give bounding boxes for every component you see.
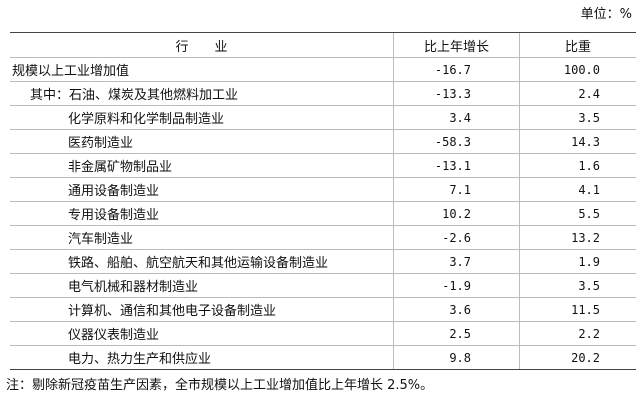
value-cell: 13.2 bbox=[519, 225, 636, 250]
industry-cell: 计算机、通信和其他电子设备制造业 bbox=[10, 297, 394, 322]
table-row: 化学原料和化学制品制造业 3.4 3.5 bbox=[10, 105, 636, 130]
value-cell: 14.3 bbox=[519, 129, 636, 154]
value-cell: 3.6 bbox=[393, 297, 520, 322]
header-row: 行 业 比上年增长 比重 bbox=[10, 32, 636, 58]
industry-cell: 化学原料和化学制品制造业 bbox=[10, 105, 394, 130]
value-cell: 3.5 bbox=[519, 273, 636, 298]
industry-cell: 医药制造业 bbox=[10, 129, 394, 154]
header-cell: 行 业 bbox=[10, 32, 394, 58]
unit-label: 单位：% bbox=[580, 7, 632, 22]
table-row: 仪器仪表制造业 2.5 2.2 bbox=[10, 321, 636, 346]
industry-cell: 通用设备制造业 bbox=[10, 177, 394, 202]
value-cell: 10.2 bbox=[393, 201, 520, 226]
value-cell: 1.9 bbox=[519, 249, 636, 274]
industry-cell: 铁路、船舶、航空航天和其他运输设备制造业 bbox=[10, 249, 394, 274]
footnote: 注：剔除新冠疫苗生产因素，全市规模以上工业增加值比上年增长 2.5%。 bbox=[6, 378, 434, 393]
value-cell: 3.5 bbox=[519, 105, 636, 130]
value-cell: 2.5 bbox=[393, 321, 520, 346]
value-cell: 2.4 bbox=[519, 81, 636, 106]
table-row: 通用设备制造业 7.1 4.1 bbox=[10, 177, 636, 202]
value-cell: 1.6 bbox=[519, 153, 636, 178]
table-row: 规模以上工业增加值 -16.7 100.0 bbox=[10, 57, 636, 82]
table-row: 汽车制造业 -2.6 13.2 bbox=[10, 225, 636, 250]
table-row: 电力、热力生产和供应业 9.8 20.2 bbox=[10, 345, 636, 370]
industry-cell: 仪器仪表制造业 bbox=[10, 321, 394, 346]
industry-cell: 电力、热力生产和供应业 bbox=[10, 345, 394, 370]
header-cell: 比上年增长 bbox=[393, 32, 520, 58]
header-cell: 比重 bbox=[519, 32, 636, 58]
value-cell: 2.2 bbox=[519, 321, 636, 346]
value-cell: 20.2 bbox=[519, 345, 636, 370]
table-row: 专用设备制造业 10.2 5.5 bbox=[10, 201, 636, 226]
value-cell: -13.3 bbox=[393, 81, 520, 106]
industry-cell: 汽车制造业 bbox=[10, 225, 394, 250]
industry-cell: 电气机械和器材制造业 bbox=[10, 273, 394, 298]
data-table: 行 业 比上年增长 比重 规模以上工业增加值 -16.7 100.0 其中：石油、煤炭… bbox=[10, 32, 636, 370]
value-cell: -13.1 bbox=[393, 153, 520, 178]
value-cell: -1.9 bbox=[393, 273, 520, 298]
value-cell: -2.6 bbox=[393, 225, 520, 250]
table-row: 电气机械和器材制造业 -1.9 3.5 bbox=[10, 273, 636, 298]
industry-cell: 其中：石油、煤炭及其他燃料加工业 bbox=[10, 81, 394, 106]
table-row: 医药制造业 -58.3 14.3 bbox=[10, 129, 636, 154]
value-cell: 7.1 bbox=[393, 177, 520, 202]
value-cell: -16.7 bbox=[393, 57, 520, 82]
industry-cell: 规模以上工业增加值 bbox=[10, 57, 394, 82]
industry-cell: 非金属矿物制品业 bbox=[10, 153, 394, 178]
value-cell: 100.0 bbox=[519, 57, 636, 82]
table-row: 计算机、通信和其他电子设备制造业 3.6 11.5 bbox=[10, 297, 636, 322]
value-cell: 5.5 bbox=[519, 201, 636, 226]
value-cell: 4.1 bbox=[519, 177, 636, 202]
value-cell: 3.4 bbox=[393, 105, 520, 130]
value-cell: 9.8 bbox=[393, 345, 520, 370]
value-cell: -58.3 bbox=[393, 129, 520, 154]
value-cell: 11.5 bbox=[519, 297, 636, 322]
value-cell: 3.7 bbox=[393, 249, 520, 274]
industry-cell: 专用设备制造业 bbox=[10, 201, 394, 226]
table-row: 铁路、船舶、航空航天和其他运输设备制造业 3.7 1.9 bbox=[10, 249, 636, 274]
table-row: 非金属矿物制品业 -13.1 1.6 bbox=[10, 153, 636, 178]
table-row: 其中：石油、煤炭及其他燃料加工业 -13.3 2.4 bbox=[10, 81, 636, 106]
